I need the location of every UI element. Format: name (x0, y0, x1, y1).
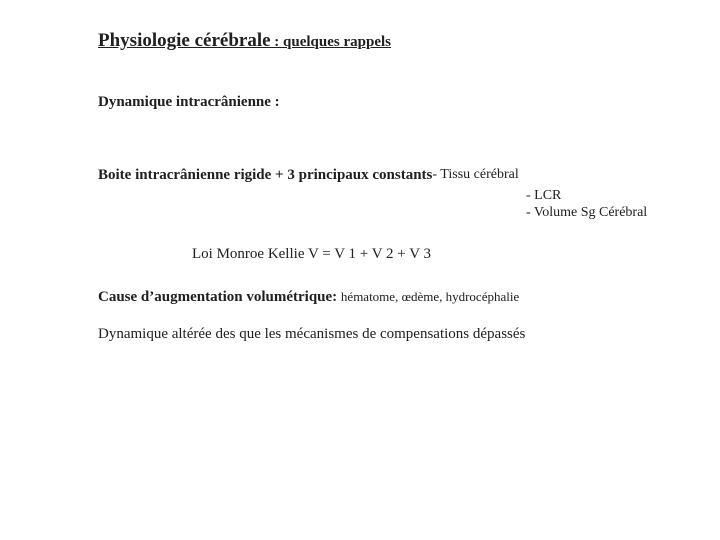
constants-lead: Boite intracrânienne rigide + 3 principa… (98, 167, 432, 184)
constants-list: - LCR - Volume Sg Cérébral (526, 188, 720, 222)
slide: Physiologie cérébrale : quelques rappels… (0, 0, 720, 540)
loi-monroe-kellie: Loi Monroe Kellie V = V 1 + V 2 + V 3 (192, 246, 720, 263)
constants-row: Boite intracrânienne rigide + 3 principa… (98, 167, 720, 184)
section-heading: Dynamique intracrânienne : (98, 94, 720, 111)
title-sep: : (271, 34, 284, 50)
constants-first: - Tissu cérébral (432, 167, 518, 183)
cause-lead: Cause d’augmentation volumétrique: (98, 289, 341, 305)
last-line: Dynamique altérée des que les mécanismes… (98, 326, 720, 343)
title-line: Physiologie cérébrale : quelques rappels (98, 30, 720, 52)
cause-items: hématome, œdème, hydrocéphalie (341, 289, 519, 304)
cause-line: Cause d’augmentation volumétrique: hémat… (98, 289, 720, 306)
constants-item: - LCR (526, 188, 720, 205)
title-main: Physiologie cérébrale (98, 30, 271, 51)
title-sub: quelques rappels (283, 34, 391, 50)
constants-item: - Volume Sg Cérébral (526, 205, 720, 222)
